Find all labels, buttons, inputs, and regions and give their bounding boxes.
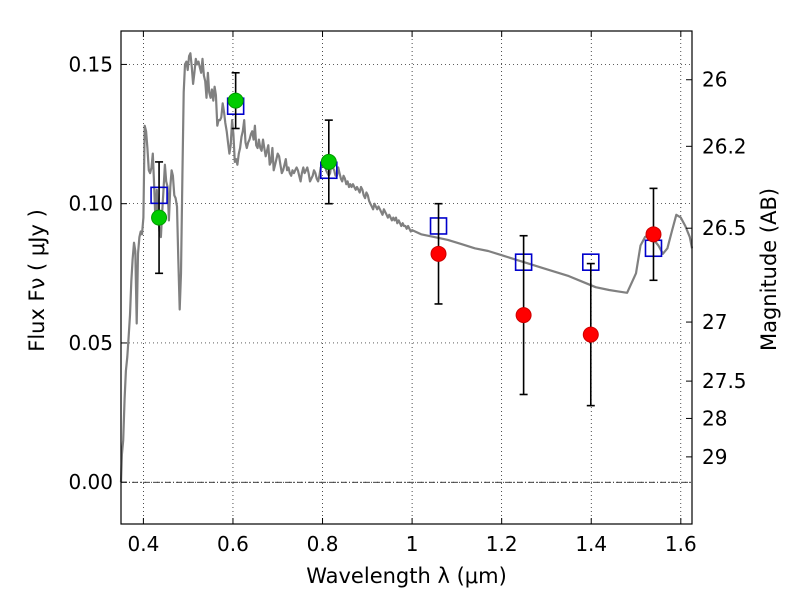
x-tick-label: 0.4 [127,532,159,556]
y-tick-label: 0.15 [68,52,113,76]
right-tick-label: 26.2 [702,134,747,158]
y-axis-label-right: Magnitude (AB) [757,188,781,351]
detection-point [227,92,244,109]
y-axis-label: Flux Fν ( μJy ) [25,209,49,352]
data-marks [150,71,663,407]
x-axis-label: Wavelength λ (μm) [306,564,507,588]
plot-frame [120,30,693,525]
right-tick-label: 26 [702,68,727,92]
detection-point [151,209,168,226]
measurement-point [430,245,447,262]
right-tick-label: 29 [702,445,727,469]
x-tick-label: 0.8 [307,532,339,556]
x-tick-label: 1.2 [486,532,518,556]
measurement-point [645,226,662,243]
y-tick-label: 0.05 [68,331,113,355]
measurement-point [515,307,532,324]
right-tick-label: 28 [702,406,727,430]
model-sed-line [119,52,694,483]
axis-ticks: 0.4 0.6 0.8 1 1.2 1.4 1.6 0.00 0.05 0.10 0.15 26 26.… [68,31,747,556]
x-tick-label: 0.6 [217,532,249,556]
measurement-point [582,326,599,343]
right-tick-label: 27 [702,310,727,334]
right-tick-label: 26.5 [702,216,747,240]
right-tick-label: 27.5 [702,369,747,393]
x-tick-label: 1.4 [575,532,607,556]
model-sed-group [119,52,694,483]
x-tick-label: 1 [406,532,419,556]
detection-point [320,153,337,170]
y-tick-label: 0.10 [68,192,113,216]
x-tick-label: 1.6 [665,532,697,556]
y-tick-label: 0.00 [68,470,113,494]
